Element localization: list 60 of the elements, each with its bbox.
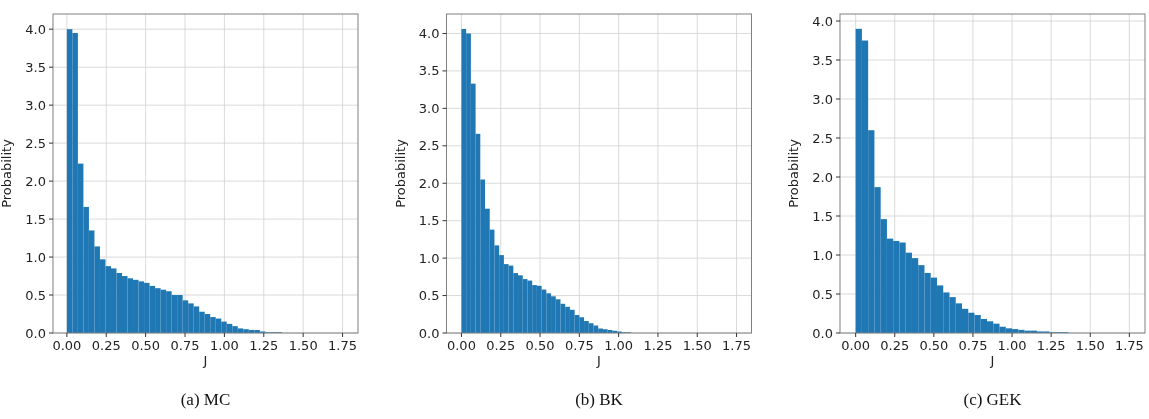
y-tick-label: 3.5 bbox=[418, 63, 440, 79]
y-tick-label: 1.0 bbox=[418, 250, 440, 266]
y-tick-label: 0.0 bbox=[812, 325, 833, 341]
x-tick-label: 1.50 bbox=[682, 338, 712, 353]
y-tick-label: 2.0 bbox=[418, 175, 440, 191]
x-tick-label: 0.75 bbox=[958, 338, 988, 353]
y-axis-title: Probability bbox=[392, 138, 408, 208]
x-tick-label: 1.25 bbox=[643, 338, 673, 353]
y-tick-label: 4.0 bbox=[418, 26, 440, 42]
x-tick-label: 1.25 bbox=[249, 338, 279, 353]
y-tick-label: 2.5 bbox=[812, 130, 833, 146]
y-axis-title: Probability bbox=[786, 138, 801, 208]
y-tick-label: 3.0 bbox=[418, 100, 440, 116]
y-tick-label: 3.5 bbox=[25, 59, 46, 75]
text: (b) BK bbox=[575, 390, 624, 409]
x-tick-label: 0.50 bbox=[525, 338, 555, 353]
x-tick-label: 1.00 bbox=[997, 338, 1027, 353]
y-tick-label: 2.5 bbox=[418, 138, 440, 154]
x-tick-label: 1.75 bbox=[328, 338, 358, 353]
y-tick-label: 2.0 bbox=[25, 173, 46, 189]
y-tick-label: 4.0 bbox=[812, 13, 833, 29]
y-tick-label: 1.5 bbox=[25, 211, 46, 227]
x-tick-label: 0.75 bbox=[564, 338, 594, 353]
y-axis-title: Probability bbox=[0, 138, 14, 208]
x-tick-label: 1.25 bbox=[1036, 338, 1066, 353]
y-tick-label: 3.5 bbox=[812, 52, 833, 68]
text: (a) MC bbox=[180, 390, 231, 409]
text: (c) GEK bbox=[963, 390, 1023, 409]
x-tick-label: 1.50 bbox=[288, 338, 318, 353]
x-tick-label: 0.50 bbox=[131, 338, 161, 353]
y-tick-label: 1.0 bbox=[25, 249, 46, 265]
y-tick-label: 2.5 bbox=[25, 135, 46, 151]
x-axis-title: J bbox=[202, 353, 208, 368]
x-tick-label: 1.75 bbox=[1114, 338, 1144, 353]
y-tick-label: 0.5 bbox=[418, 288, 440, 304]
x-tick-label: 0.25 bbox=[486, 338, 516, 353]
x-axis-title: J bbox=[989, 353, 995, 368]
y-tick-label: 0.5 bbox=[812, 286, 833, 302]
x-tick-label: 0.25 bbox=[91, 338, 121, 353]
x-tick-label: 1.75 bbox=[722, 338, 752, 353]
x-tick-label: 0.25 bbox=[880, 338, 910, 353]
x-tick-label: 0.00 bbox=[446, 338, 476, 353]
x-tick-label: 1.00 bbox=[209, 338, 239, 353]
y-tick-label: 0.5 bbox=[25, 287, 46, 303]
y-tick-label: 1.5 bbox=[812, 208, 833, 224]
x-tick-label: 0.00 bbox=[841, 338, 871, 353]
x-tick-label: 0.00 bbox=[52, 338, 82, 353]
x-tick-label: 0.50 bbox=[919, 338, 949, 353]
y-tick-label: 0.0 bbox=[418, 325, 440, 341]
y-tick-label: 3.0 bbox=[25, 97, 46, 113]
y-tick-label: 4.0 bbox=[25, 21, 46, 37]
x-tick-label: 1.00 bbox=[604, 338, 634, 353]
y-tick-label: 2.0 bbox=[812, 169, 833, 185]
y-tick-label: 1.5 bbox=[418, 213, 440, 229]
x-tick-label: 0.75 bbox=[170, 338, 200, 353]
y-tick-label: 0.0 bbox=[25, 325, 46, 341]
x-axis-title: J bbox=[596, 353, 601, 368]
y-tick-label: 1.0 bbox=[812, 247, 833, 263]
y-tick-label: 3.0 bbox=[812, 91, 833, 107]
x-tick-label: 1.50 bbox=[1075, 338, 1105, 353]
